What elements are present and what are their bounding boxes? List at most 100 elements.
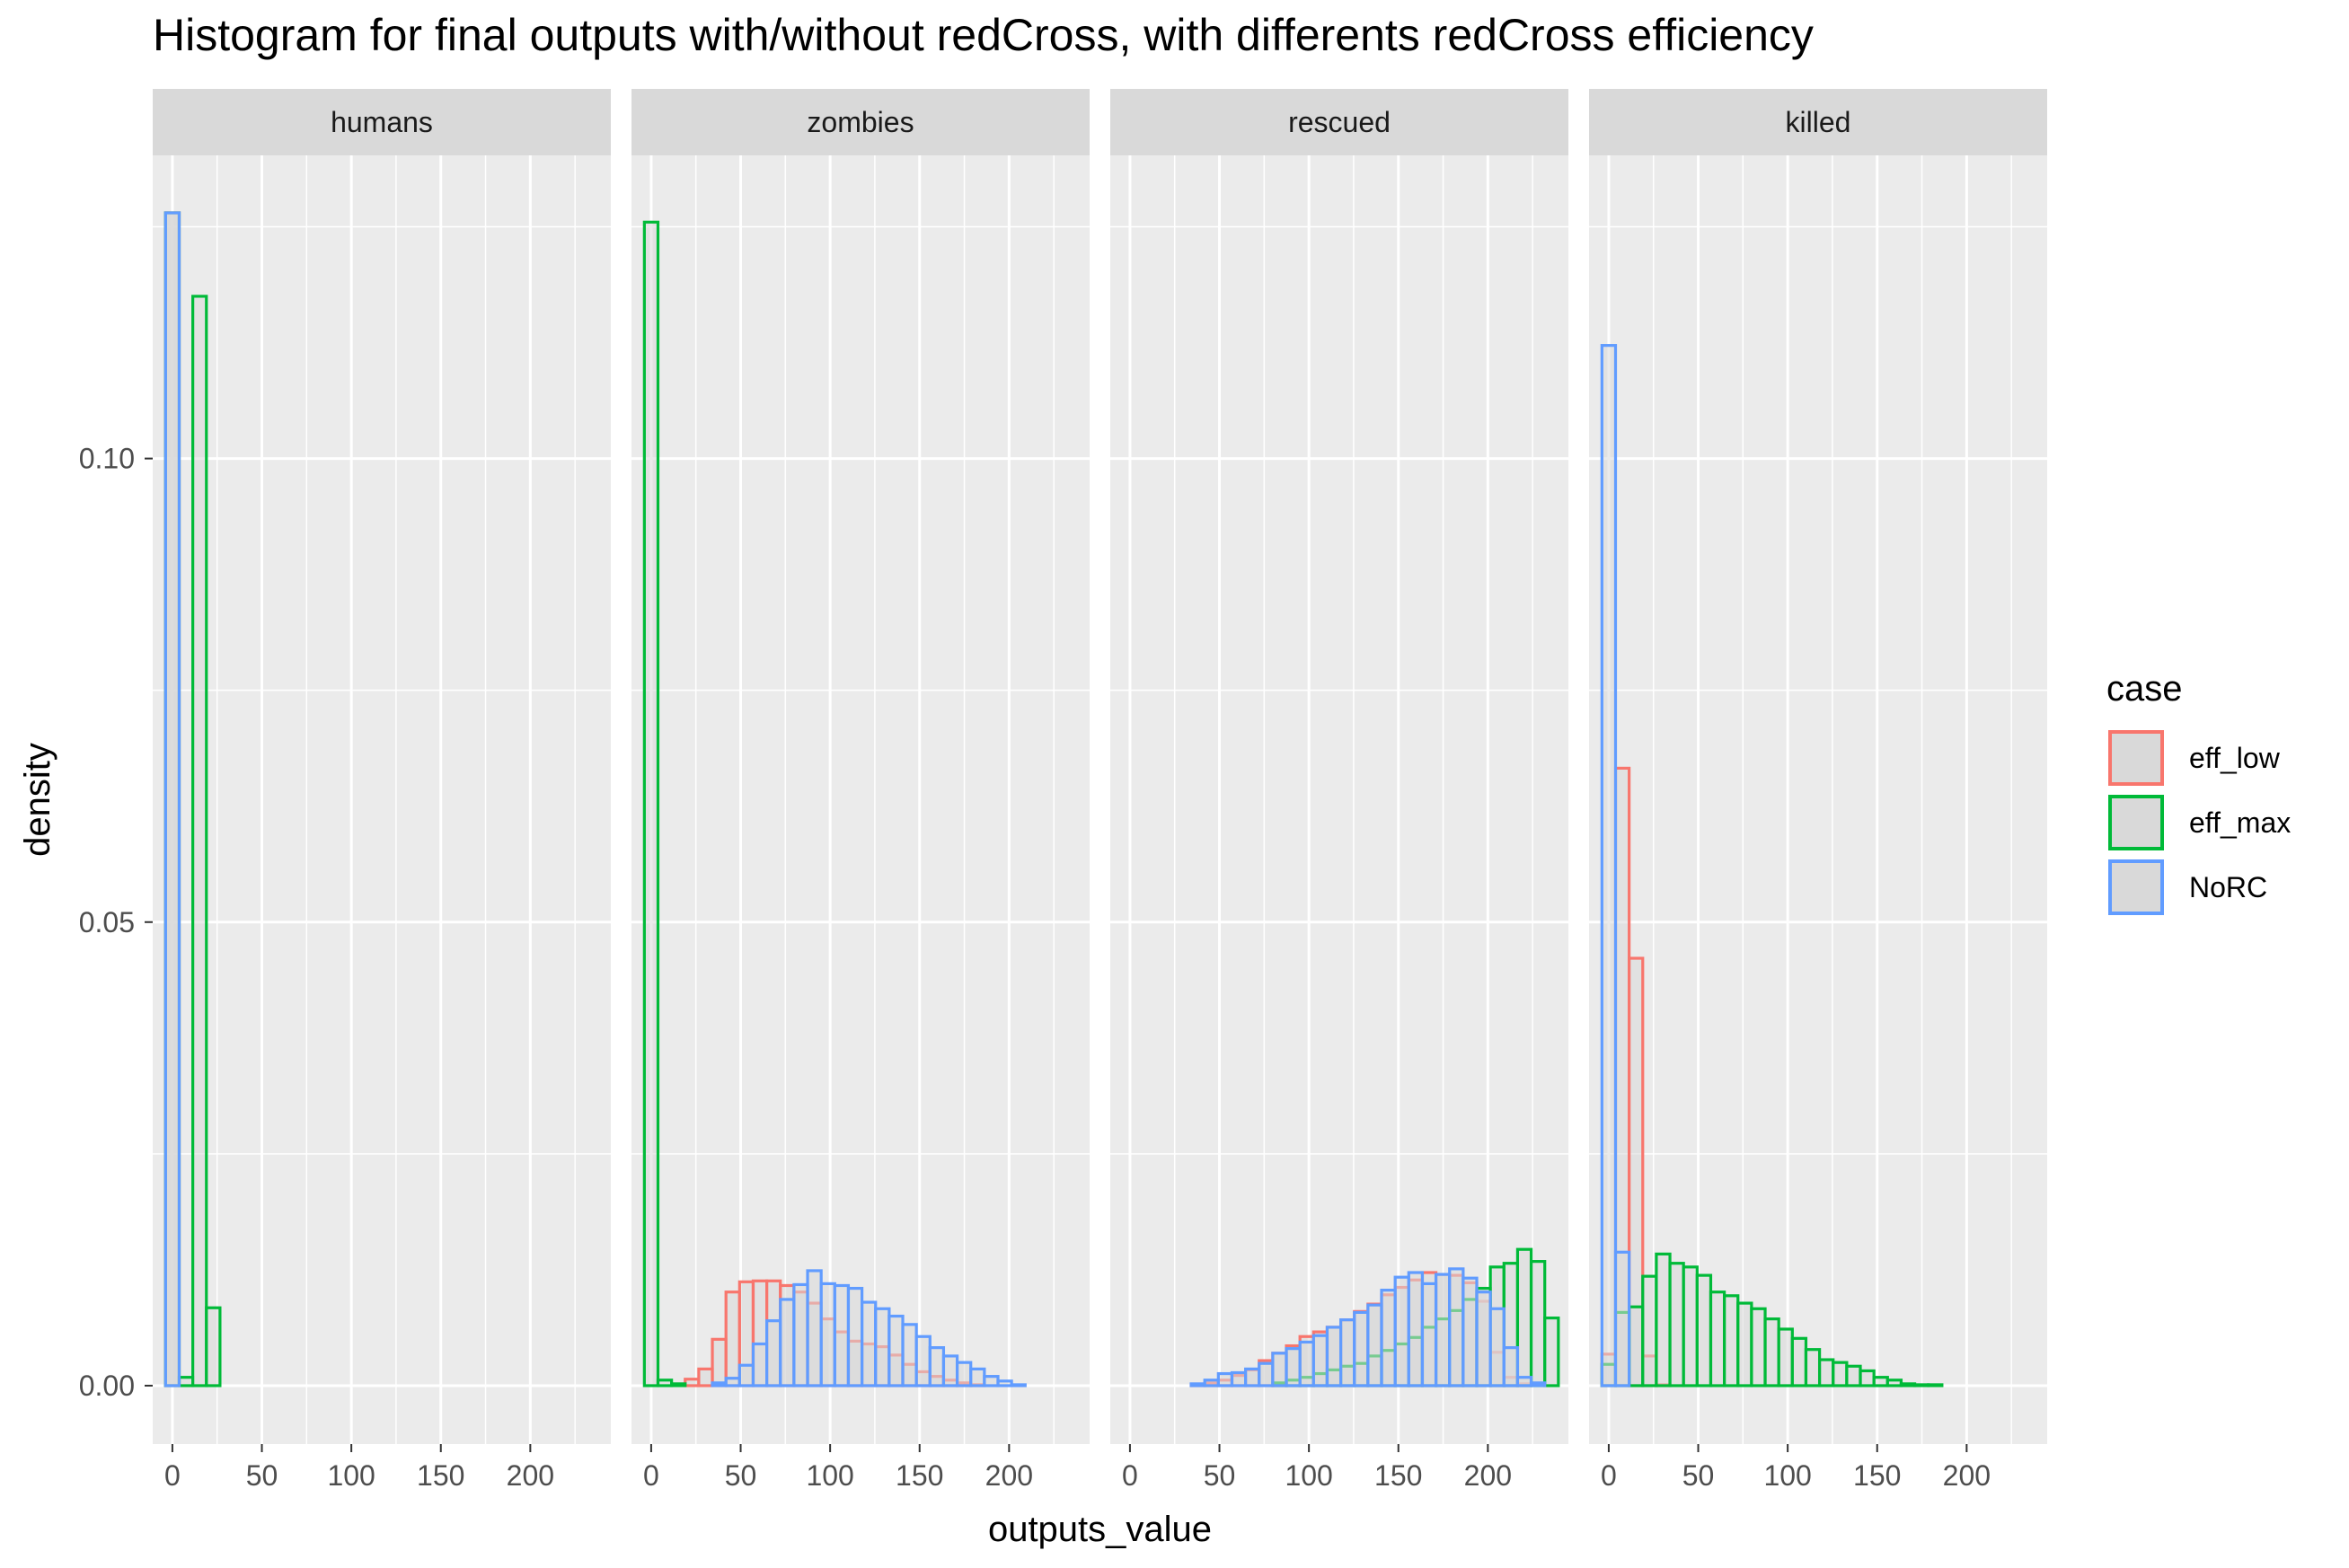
x-tick-label: 0 — [643, 1459, 659, 1492]
bar-humans-eff_max-2 — [191, 295, 208, 1387]
bar-killed-eff_max-3 — [1641, 1274, 1658, 1387]
bar-humans-eff_max-3 — [205, 1306, 222, 1387]
bar-zombies-NoRC-12 — [806, 1269, 823, 1387]
bar-rescued-NoRC-17 — [1353, 1310, 1370, 1387]
bar-rescued-NoRC-25 — [1462, 1276, 1479, 1387]
facet-strip-humans — [153, 89, 611, 155]
x-tick-label: 100 — [1285, 1459, 1332, 1492]
bar-rescued-NoRC-7 — [1216, 1371, 1234, 1387]
bar-rescued-NoRC-19 — [1380, 1289, 1397, 1387]
bar-zombies-NoRC-18 — [887, 1314, 905, 1387]
legend-item-eff-low: eff_low — [2106, 726, 2291, 790]
bar-zombies-eff_max-2 — [670, 1382, 687, 1387]
bar-killed-eff_max-10 — [1736, 1301, 1753, 1387]
legend-label-norc: NoRC — [2189, 870, 2268, 903]
x-tick-label: 150 — [896, 1459, 943, 1492]
bar-zombies-eff_low-6 — [724, 1291, 741, 1387]
bar-killed-eff_max-7 — [1695, 1273, 1713, 1387]
x-tick-label: 50 — [1682, 1459, 1715, 1492]
bar-zombies-NoRC-23 — [955, 1361, 973, 1387]
bar-rescued-eff_max-29 — [1515, 1247, 1533, 1387]
bar-zombies-NoRC-27 — [1010, 1383, 1027, 1387]
bar-killed-eff_max-13 — [1777, 1327, 1794, 1387]
bar-killed-eff_max-6 — [1682, 1265, 1699, 1387]
facet-label-humans: humans — [331, 106, 433, 138]
bar-killed-eff_max-4 — [1655, 1252, 1672, 1387]
bar-zombies-NoRC-24 — [969, 1367, 986, 1387]
bar-rescued-NoRC-5 — [1189, 1382, 1206, 1387]
x-tick-label: 0 — [1122, 1459, 1138, 1492]
bar-rescued-NoRC-21 — [1407, 1271, 1425, 1387]
bar-zombies-eff_low-3 — [684, 1378, 701, 1387]
bar-rescued-NoRC-8 — [1230, 1370, 1248, 1387]
legend-key-eff-low — [2108, 730, 2164, 786]
bar-killed-eff_max-14 — [1790, 1336, 1808, 1387]
bar-rescued-NoRC-20 — [1393, 1275, 1410, 1387]
bar-rescued-eff_max-31 — [1543, 1316, 1560, 1387]
facet-label-zombies: zombies — [807, 106, 914, 138]
chart-title: Histogram for final outputs with/without… — [153, 10, 1814, 60]
bar-killed-eff_max-20 — [1872, 1376, 1889, 1387]
bar-killed-eff_max-16 — [1817, 1358, 1835, 1387]
bar-zombies-NoRC-7 — [737, 1363, 755, 1387]
bar-killed-eff_max-15 — [1804, 1348, 1822, 1387]
bar-rescued-NoRC-27 — [1488, 1307, 1506, 1387]
bar-humans-NoRC-0 — [163, 211, 181, 1387]
bar-zombies-NoRC-15 — [846, 1286, 864, 1387]
legend-item-norc: NoRC — [2106, 855, 2291, 920]
bar-rescued-NoRC-15 — [1325, 1326, 1343, 1387]
bar-killed-eff_max-19 — [1859, 1369, 1876, 1387]
panel-background-killed — [1589, 155, 2047, 1444]
bar-zombies-NoRC-9 — [765, 1319, 782, 1387]
bar-zombies-NoRC-6 — [724, 1377, 741, 1387]
bar-zombies-NoRC-5 — [711, 1381, 728, 1387]
facet-strip-zombies — [631, 89, 1090, 155]
bar-killed-eff_max-21 — [1885, 1379, 1903, 1387]
bar-rescued-NoRC-28 — [1502, 1346, 1520, 1387]
bar-killed-eff_max-23 — [1912, 1383, 1930, 1387]
x-tick-label: 100 — [806, 1459, 853, 1492]
bar-rescued-NoRC-22 — [1420, 1282, 1438, 1387]
bar-zombies-eff_low-5 — [711, 1337, 728, 1387]
bar-killed-eff_max-2 — [1628, 1305, 1645, 1387]
bar-zombies-NoRC-11 — [792, 1282, 809, 1387]
facet-strip-rescued — [1110, 89, 1568, 155]
y-tick-label: 0.10 — [79, 443, 135, 475]
bar-zombies-NoRC-8 — [751, 1342, 769, 1387]
facet-strip-killed — [1589, 89, 2047, 155]
bar-zombies-NoRC-19 — [901, 1323, 918, 1387]
bar-rescued-NoRC-6 — [1203, 1379, 1220, 1387]
bar-killed-NoRC-1 — [1613, 1250, 1631, 1387]
bar-rescued-NoRC-9 — [1244, 1367, 1261, 1387]
bar-killed-eff_max-18 — [1845, 1364, 1862, 1387]
x-tick-label: 150 — [1374, 1459, 1422, 1492]
bar-killed-eff_max-5 — [1668, 1262, 1685, 1387]
bar-rescued-NoRC-14 — [1311, 1334, 1329, 1387]
legend-item-eff-max: eff_max — [2106, 790, 2291, 855]
bar-zombies-NoRC-16 — [860, 1300, 878, 1387]
bar-zombies-NoRC-22 — [941, 1354, 959, 1387]
x-tick-label: 200 — [507, 1459, 554, 1492]
bar-killed-eff_max-12 — [1763, 1317, 1780, 1387]
x-tick-label: 200 — [985, 1459, 1033, 1492]
x-tick-label: 50 — [725, 1459, 757, 1492]
bar-killed-eff_max-24 — [1927, 1383, 1944, 1387]
x-tick-label: 0 — [1601, 1459, 1617, 1492]
y-tick-label: 0.00 — [79, 1370, 135, 1402]
bar-killed-NoRC-0 — [1600, 344, 1618, 1387]
bar-killed-eff_max-9 — [1723, 1294, 1740, 1387]
bar-killed-eff_max-8 — [1709, 1291, 1726, 1387]
bar-rescued-NoRC-16 — [1338, 1318, 1356, 1387]
bar-zombies-NoRC-13 — [819, 1282, 836, 1387]
legend-label-eff-max: eff_max — [2189, 806, 2292, 839]
bar-zombies-NoRC-21 — [928, 1346, 946, 1387]
x-tick-label: 200 — [1943, 1459, 1991, 1492]
x-tick-label: 200 — [1464, 1459, 1512, 1492]
bar-rescued-NoRC-13 — [1298, 1340, 1315, 1387]
y-axis-title: density — [18, 743, 57, 857]
x-tick-label: 150 — [1853, 1459, 1901, 1492]
bar-humans-eff_max-1 — [177, 1376, 195, 1387]
x-axis-title: outputs_value — [988, 1510, 1212, 1549]
x-tick-label: 100 — [327, 1459, 375, 1492]
panel-background-rescued — [1110, 155, 1568, 1444]
